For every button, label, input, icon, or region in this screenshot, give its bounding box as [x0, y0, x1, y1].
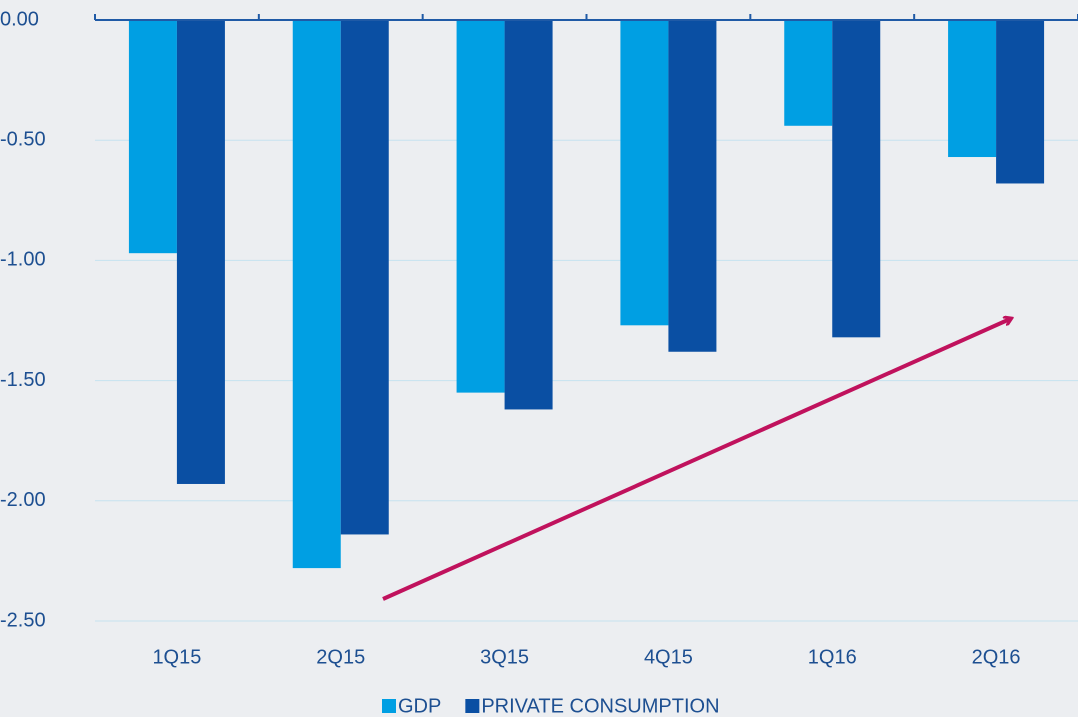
x-tick-label: 4Q15 — [644, 646, 693, 668]
legend-label: PRIVATE CONSUMPTION — [481, 695, 719, 717]
bar — [996, 20, 1045, 184]
legend-swatch — [382, 699, 396, 713]
bar — [292, 20, 341, 569]
y-tick-label: -0.50 — [0, 128, 46, 150]
bar — [620, 20, 669, 326]
bar — [668, 20, 717, 352]
bar — [340, 20, 389, 535]
bar — [176, 20, 225, 484]
y-tick-label: -1.50 — [0, 369, 46, 391]
trend-arrow — [382, 319, 1010, 601]
x-tick-label: 1Q16 — [808, 646, 857, 668]
bar — [832, 20, 881, 338]
x-tick-label: 2Q15 — [316, 646, 365, 668]
legend-label: GDP — [398, 695, 441, 717]
x-tick-label: 1Q15 — [152, 646, 201, 668]
y-tick-label: -2.50 — [0, 609, 46, 631]
y-tick-label: -1.00 — [0, 249, 46, 271]
legend-swatch — [465, 699, 480, 713]
bar — [504, 20, 553, 410]
bar — [128, 20, 177, 254]
y-tick-label: 0.00 — [0, 8, 39, 30]
bar — [784, 20, 833, 126]
bar — [948, 20, 997, 158]
bar — [456, 20, 505, 393]
x-tick-label: 3Q15 — [480, 646, 529, 668]
x-tick-label: 2Q16 — [972, 646, 1021, 668]
y-tick-label: -2.00 — [0, 489, 46, 511]
